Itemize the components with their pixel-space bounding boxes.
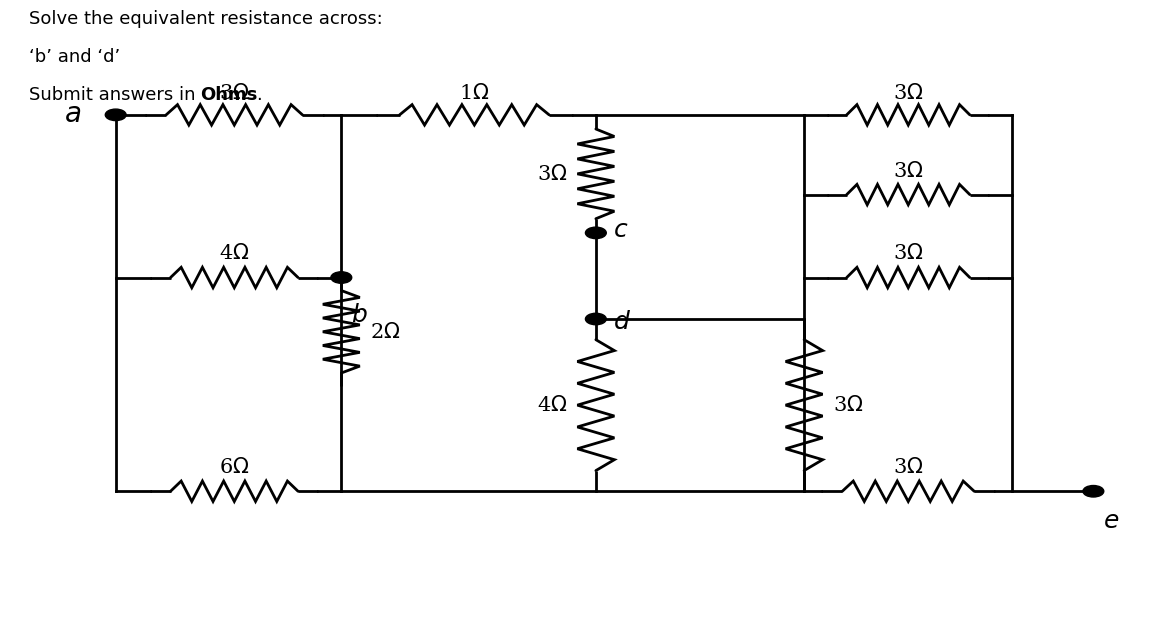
Circle shape [585,227,606,239]
Text: 3$\Omega$: 3$\Omega$ [893,244,923,263]
Text: 2$\Omega$: 2$\Omega$ [370,322,400,342]
Text: ‘b’ and ‘d’: ‘b’ and ‘d’ [29,48,120,66]
Text: 4$\Omega$: 4$\Omega$ [537,395,567,415]
Text: $c$: $c$ [613,218,628,242]
Circle shape [1083,486,1104,497]
Text: 6$\Omega$: 6$\Omega$ [219,457,250,477]
Text: Solve the equivalent resistance across:: Solve the equivalent resistance across: [29,10,383,27]
Circle shape [105,109,126,121]
Text: 3$\Omega$: 3$\Omega$ [537,164,567,184]
Text: .: . [256,86,261,104]
Text: 3$\Omega$: 3$\Omega$ [893,457,923,477]
Text: $b$: $b$ [351,303,367,327]
Text: 3$\Omega$: 3$\Omega$ [833,395,863,415]
Text: $d$: $d$ [613,310,632,334]
Text: 3$\Omega$: 3$\Omega$ [893,161,923,181]
Text: 4$\Omega$: 4$\Omega$ [219,244,250,263]
Text: Ohms: Ohms [200,86,258,104]
Text: $e$: $e$ [1103,510,1119,533]
Text: 1$\Omega$: 1$\Omega$ [459,84,489,103]
Circle shape [331,272,352,283]
Circle shape [585,313,606,325]
Text: $a$: $a$ [64,101,81,128]
Text: 3$\Omega$: 3$\Omega$ [219,84,250,103]
Text: Submit answers in: Submit answers in [29,86,201,104]
Text: 3$\Omega$: 3$\Omega$ [893,84,923,103]
